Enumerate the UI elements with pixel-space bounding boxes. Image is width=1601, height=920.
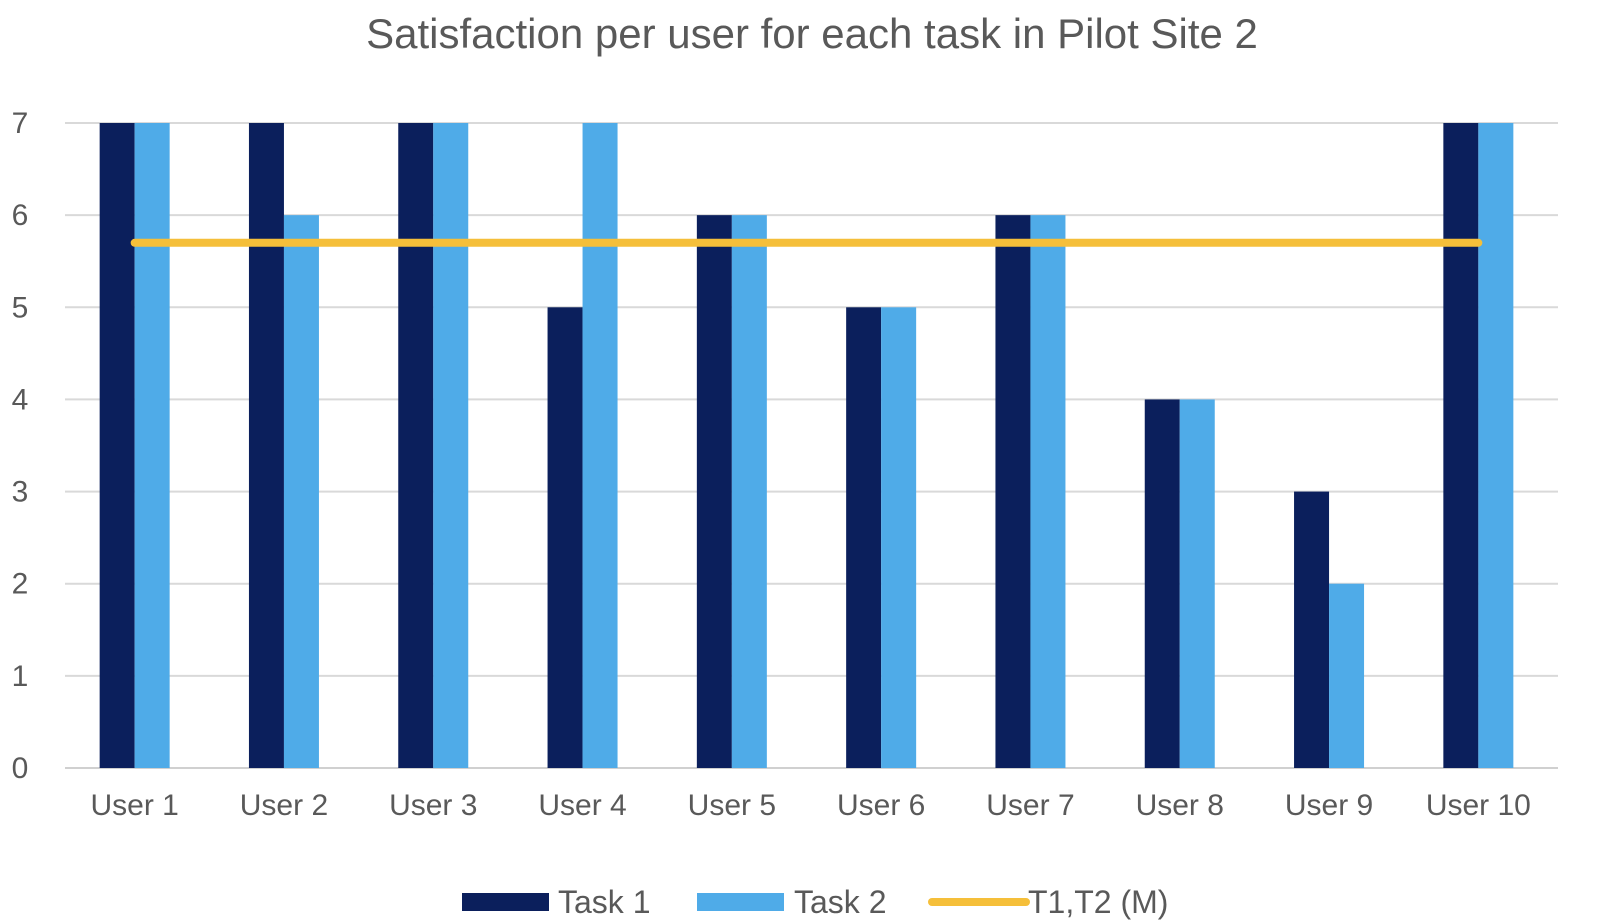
x-tick-label: User 4: [538, 789, 626, 822]
x-tick-label: User 10: [1426, 789, 1531, 822]
x-tick-label: User 1: [90, 789, 178, 822]
bar-task-1: [1144, 399, 1180, 768]
bar-task-1: [547, 307, 583, 768]
y-axis-ticks: 0 1 2 3 4 5 6 7: [12, 107, 29, 785]
x-tick-label: User 9: [1285, 789, 1373, 822]
bar-task-2: [881, 307, 917, 768]
x-tick-label: User 2: [240, 789, 328, 822]
chart-title: Satisfaction per user for each task in P…: [366, 10, 1258, 57]
y-tick-label: 1: [12, 660, 29, 693]
bar-task-2: [1329, 583, 1365, 768]
bar-task-2: [283, 215, 319, 769]
legend-label-task-2: Task 2: [794, 884, 886, 920]
bar-task-2: [1030, 215, 1066, 769]
bar-task-2: [433, 123, 469, 768]
bar-task-1: [398, 123, 434, 768]
bars: [99, 123, 1514, 769]
x-tick-label: User 7: [986, 789, 1074, 822]
legend-swatch-task-2: [697, 893, 784, 911]
bar-task-2: [1478, 123, 1514, 768]
y-tick-label: 6: [12, 199, 29, 232]
legend: Task 1 Task 2 T1,T2 (M): [462, 884, 1168, 920]
bar-task-1: [995, 215, 1031, 769]
bar-task-2: [731, 215, 767, 769]
x-tick-label: User 8: [1136, 789, 1224, 822]
x-axis-ticks: User 1 User 2 User 3 User 4 User 5 User 6 User…: [90, 789, 1530, 822]
bar-task-1: [696, 215, 732, 769]
x-tick-label: User 3: [389, 789, 477, 822]
bar-task-1: [248, 123, 284, 768]
bar-task-1: [1294, 491, 1330, 768]
legend-label-task-1: Task 1: [558, 884, 650, 920]
bar-task-1: [1443, 123, 1479, 768]
x-tick-label: User 6: [837, 789, 925, 822]
x-tick-label: User 5: [688, 789, 776, 822]
bar-task-1: [99, 123, 135, 768]
y-tick-label: 4: [12, 383, 29, 416]
bar-task-2: [582, 123, 618, 768]
bar-task-1: [846, 307, 882, 768]
bar-task-2: [1179, 399, 1215, 768]
bar-task-2: [134, 123, 170, 768]
y-tick-label: 7: [12, 107, 29, 140]
legend-swatch-task-1: [462, 893, 549, 911]
legend-label-t1-t2-m: T1,T2 (M): [1028, 884, 1168, 920]
y-tick-label: 2: [12, 568, 29, 601]
y-tick-label: 3: [12, 476, 29, 509]
y-tick-label: 0: [12, 752, 29, 785]
y-tick-label: 5: [12, 291, 29, 324]
